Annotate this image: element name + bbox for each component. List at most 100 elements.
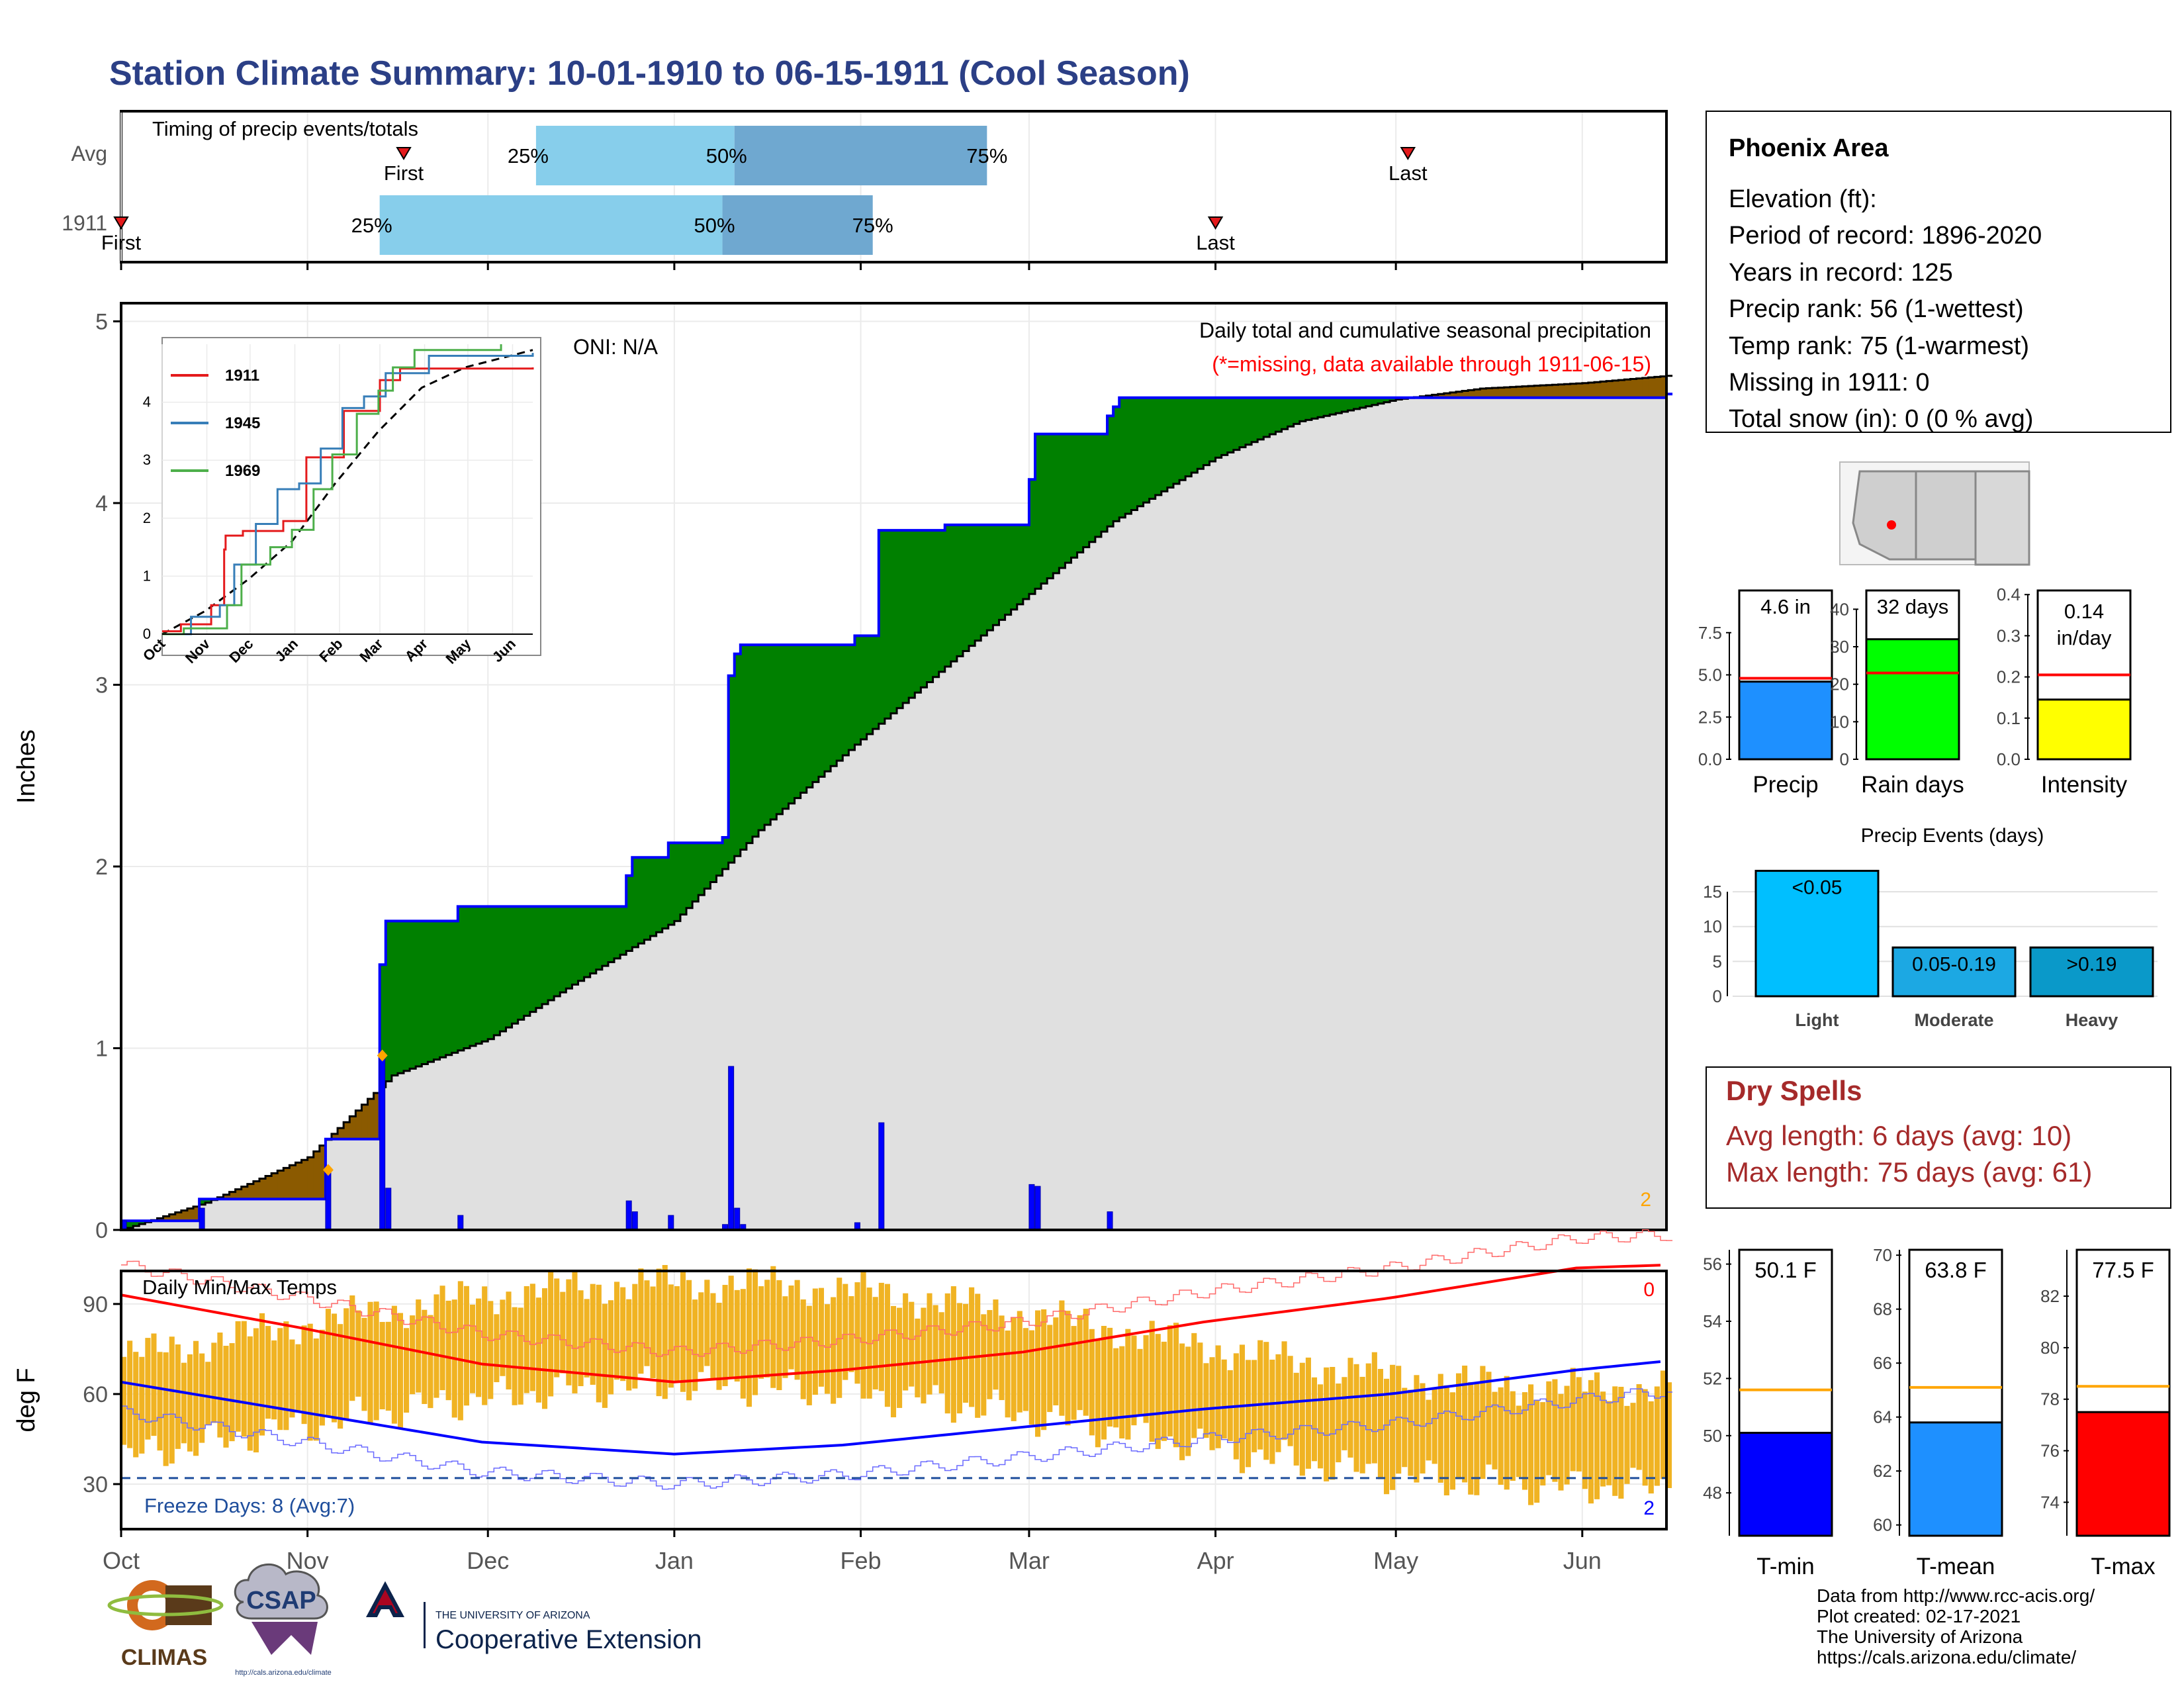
cooperative-extension-text: Cooperative Extension: [435, 1625, 702, 1654]
daily-temp-range-bar: [1167, 1325, 1173, 1436]
deficit-segment: [181, 1210, 188, 1221]
footer-line-1: Data from http://www.rcc-acis.org/: [1817, 1585, 2095, 1606]
cumulative-base-segment: [1528, 397, 1535, 1230]
cumulative-base-segment: [854, 744, 862, 1230]
surplus-segment: [404, 921, 410, 1071]
surplus-segment: [1041, 434, 1048, 584]
daily-temp-range-bar: [476, 1298, 482, 1397]
temp-ytick-label: 30: [83, 1472, 108, 1497]
daily-temp-range-bar: [620, 1287, 626, 1382]
surplus-segment: [680, 843, 687, 915]
climas-logo: CLIMAS: [107, 1580, 224, 1670]
deficit-segment: [355, 1110, 363, 1139]
surplus-segment: [993, 524, 1000, 626]
cumulative-base-segment: [1336, 413, 1342, 1231]
daily-temp-range-bar: [764, 1280, 770, 1378]
daily-temp-range-bar: [127, 1340, 133, 1448]
rain-days-label: Rain days: [1861, 772, 1964, 798]
intensity-ytick-label: 0.0: [1997, 749, 2021, 769]
daily-temp-range-bar: [205, 1362, 211, 1425]
surplus-segment: [987, 524, 994, 631]
daily-temp-range-bar: [1149, 1321, 1155, 1442]
dry-spells-title: Dry Spells: [1726, 1075, 1862, 1106]
dry-spells-box: Dry Spells Avg length: 6 days (avg: 10) …: [1706, 1066, 2171, 1209]
cumulative-base-segment: [909, 698, 915, 1230]
surplus-segment: [1371, 397, 1379, 405]
surplus-segment: [1107, 416, 1114, 527]
tmax-ytick-label: 74: [2040, 1492, 2060, 1512]
surplus-segment: [1167, 397, 1174, 488]
surplus-segment: [800, 645, 807, 793]
cumulative-base-segment: [157, 1221, 164, 1230]
intensity-ytick-label: 0.3: [1997, 626, 2021, 645]
surplus-segment: [457, 906, 465, 1051]
surplus-segment: [1365, 397, 1373, 406]
daily-temp-range-bar: [1215, 1345, 1221, 1448]
surplus-segment: [638, 857, 645, 944]
state-outline-east: [1974, 470, 2030, 566]
deficit-segment: [1492, 388, 1499, 398]
cumulative-base-segment: [614, 958, 621, 1230]
surplus-segment: [1233, 397, 1240, 450]
cumulative-base-segment: [1546, 397, 1553, 1230]
daily-temp-range-bar: [1432, 1389, 1437, 1464]
deficit-segment: [1618, 380, 1625, 398]
daily-temp-range-bar: [1516, 1405, 1522, 1477]
cumulative-base-segment: [404, 1070, 410, 1230]
timing-title: Timing of precip events/totals: [152, 117, 418, 140]
oni-label: ONI: N/A: [573, 335, 659, 359]
surplus-segment: [632, 857, 639, 947]
daily-temp-range-bar: [1426, 1399, 1432, 1461]
inset-ytick-label: 1: [143, 567, 151, 584]
daily-temp-range-bar: [301, 1325, 307, 1425]
tmean-value: 63.8 F: [1925, 1258, 1987, 1282]
tmax-ytick-label: 82: [2040, 1286, 2060, 1306]
surplus-segment: [482, 906, 488, 1042]
daily-temp-range-bar: [1011, 1317, 1017, 1421]
cumulative-base-segment: [416, 1066, 422, 1230]
daily-temp-range-bar: [1179, 1343, 1185, 1460]
daily-precip-bar: [878, 1122, 885, 1231]
surplus-segment: [1095, 434, 1102, 537]
cumulative-base-segment: [355, 1139, 363, 1230]
quartile-50-label: 50%: [694, 214, 735, 237]
cumulative-base-segment: [1630, 397, 1637, 1230]
daily-temp-range-bar: [145, 1338, 151, 1440]
daily-temp-range-bar: [1522, 1392, 1528, 1490]
cumulative-base-segment: [1185, 476, 1192, 1230]
inset-ytick-label: 4: [143, 394, 151, 410]
daily-temp-range-bar: [884, 1284, 890, 1407]
cumulative-base-segment: [1371, 404, 1379, 1230]
surplus-segment: [1239, 397, 1246, 447]
daily-temp-range-bar: [289, 1339, 295, 1418]
tmin-ytick-label: 54: [1703, 1311, 1722, 1331]
surplus-segment: [884, 530, 891, 719]
surplus-segment: [1065, 434, 1072, 563]
cumulative-base-segment: [794, 798, 801, 1230]
daily-temp-range-bar: [1353, 1364, 1359, 1472]
daily-precip-bar: [734, 1207, 741, 1231]
dry-spells-avg: Avg length: 6 days (avg: 10): [1726, 1120, 2071, 1151]
daily-temp-range-bar: [794, 1280, 800, 1380]
deficit-segment: [1432, 395, 1439, 398]
daily-temp-range-bar: [1191, 1333, 1197, 1438]
surplus-segment: [1185, 397, 1192, 477]
daily-temp-range-bar: [1648, 1401, 1654, 1494]
cumulative-base-segment: [535, 1008, 543, 1230]
cumulative-base-segment: [1576, 397, 1583, 1230]
surplus-segment: [698, 843, 705, 896]
tmean-ytick-label: 66: [1873, 1353, 1892, 1373]
surplus-segment: [788, 645, 796, 804]
deficit-segment: [265, 1176, 272, 1199]
cumulative-base-segment: [1311, 418, 1318, 1230]
precip-value: 4.6 in: [1760, 595, 1811, 618]
station-name: Phoenix Area: [1729, 134, 1889, 162]
cumulative-base-segment: [1443, 397, 1451, 1230]
deficit-segment: [1582, 383, 1589, 398]
cumulative-base-segment: [1516, 397, 1523, 1230]
daily-temp-range-bar: [1564, 1385, 1570, 1485]
temp-ytick-label: 60: [83, 1382, 108, 1407]
cumulative-base-segment: [602, 966, 609, 1230]
deficit-segment: [1462, 391, 1469, 398]
deficit-segment: [1642, 377, 1649, 398]
